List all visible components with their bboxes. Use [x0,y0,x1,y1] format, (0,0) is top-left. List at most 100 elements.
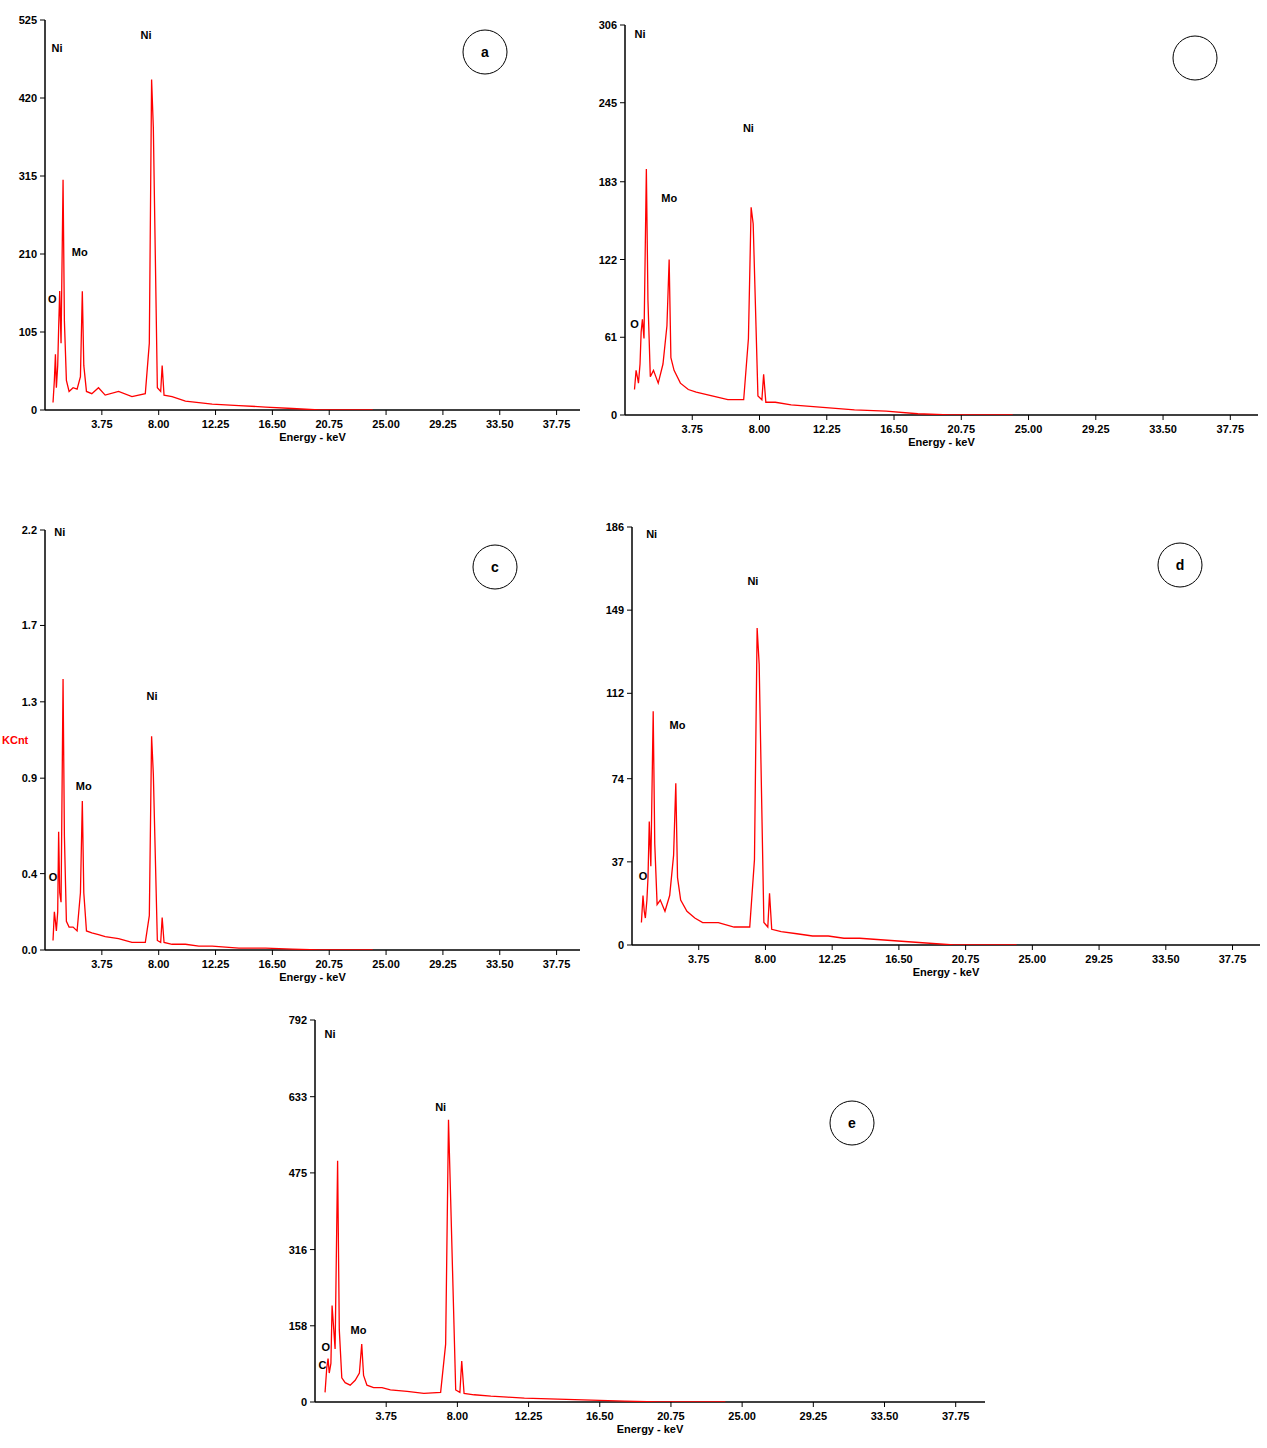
x-tick-label: 16.50 [880,423,908,435]
x-tick [698,945,699,950]
panel: 3.758.0012.2516.5020.7525.0029.2533.5037… [19,14,580,443]
peak-label: Mo [351,1324,367,1336]
x-axis-title: Energy - keV [913,966,980,978]
y-tick-label: 525 [19,14,37,26]
y-tick-label: 0.0 [22,944,37,956]
x-tick [442,410,443,415]
y-tick [627,610,632,611]
x-tick [742,1402,743,1407]
x-tick [898,945,899,950]
y-tick [627,778,632,779]
x-tick [1028,415,1029,420]
x-tick [158,410,159,415]
y-tick [310,1402,315,1403]
x-tick-label: 12.25 [813,423,841,435]
x-axis-title: Energy - keV [279,971,346,983]
plot-area [53,79,373,410]
panel: 3.758.0012.2516.5020.7525.0029.2533.5037… [289,1014,985,1435]
panel: 3.758.0012.2516.5020.7525.0029.2533.5037… [606,521,1260,978]
x-tick [692,415,693,420]
x-tick [884,1402,885,1407]
y-tick [40,530,45,531]
x-tick [556,410,557,415]
peak-label: Ni [747,575,758,587]
y-tick [40,950,45,951]
x-tick-label: 33.50 [486,958,514,970]
y-tick [310,1096,315,1097]
y-tick-label: 186 [606,521,624,533]
y-axis [631,527,633,945]
peak-label: Mo [661,192,677,204]
peak-label: C [319,1359,327,1371]
x-tick [1095,415,1096,420]
x-tick-label: 3.75 [91,958,112,970]
y-tick-label: 420 [19,92,37,104]
x-tick-label: 37.75 [543,418,571,430]
panel-label: d [1176,557,1185,573]
x-tick [215,410,216,415]
x-tick-label: 25.00 [1015,423,1043,435]
panel-badge [1173,36,1217,80]
y-tick-label: 315 [19,170,37,182]
panel-label: a [481,44,489,60]
x-tick [499,410,500,415]
x-tick-label: 33.50 [1152,953,1180,965]
x-tick [272,950,273,955]
x-tick-label: 20.75 [952,953,980,965]
peak-label: Ni [325,1028,336,1040]
x-tick-label: 20.75 [948,423,976,435]
x-tick-label: 3.75 [682,423,703,435]
x-tick-label: 37.75 [1217,423,1245,435]
y-tick-label: 105 [19,326,37,338]
x-tick-label: 29.25 [429,958,457,970]
x-tick-label: 33.50 [871,1410,899,1422]
y-tick [627,861,632,862]
y-tick-label: 633 [289,1091,307,1103]
x-tick-label: 16.50 [259,418,287,430]
x-tick-label: 3.75 [91,418,112,430]
x-tick-label: 25.00 [372,418,400,430]
x-tick-label: 29.25 [429,418,457,430]
x-tick [1099,945,1100,950]
y-tick [620,25,625,26]
x-tick-label: 37.75 [1219,953,1247,965]
y-tick [310,1249,315,1250]
x-tick-label: 20.75 [315,958,343,970]
spectrum-line [53,679,373,950]
y-tick-label: 1.7 [22,619,37,631]
x-tick-label: 16.50 [259,958,287,970]
x-tick-label: 29.25 [1085,953,1113,965]
panel-label: e [848,1115,856,1131]
panel-label: c [491,559,499,575]
x-tick [158,950,159,955]
panel: 3.758.0012.2516.5020.7525.0029.2533.5037… [599,19,1258,448]
peak-label: O [639,870,648,882]
x-tick-label: 33.50 [1149,423,1177,435]
x-tick [528,1402,529,1407]
plot-area [325,1120,725,1402]
x-tick-label: 29.25 [800,1410,828,1422]
y-tick [40,176,45,177]
x-tick-label: 20.75 [657,1410,685,1422]
peak-label: Ni [54,526,65,538]
y-tick [627,527,632,528]
x-tick-label: 8.00 [749,423,770,435]
y-tick-label: 245 [599,97,617,109]
x-tick-label: 8.00 [447,1410,468,1422]
y-axis-title: KCnt [2,734,29,746]
x-tick-label: 3.75 [688,953,709,965]
y-tick-label: 792 [289,1014,307,1026]
y-tick [310,1020,315,1021]
x-tick [1165,945,1166,950]
y-tick-label: 316 [289,1244,307,1256]
y-tick [40,20,45,21]
panel-badge [473,545,517,589]
peak-label: Mo [670,719,686,731]
x-tick-label: 25.00 [728,1410,756,1422]
y-tick-label: 210 [19,248,37,260]
y-axis [624,25,626,415]
plot-area [641,628,1016,945]
x-tick-label: 25.00 [1019,953,1047,965]
y-tick [40,873,45,874]
panel: 3.758.0012.2516.5020.7525.0029.2533.5037… [2,524,580,983]
